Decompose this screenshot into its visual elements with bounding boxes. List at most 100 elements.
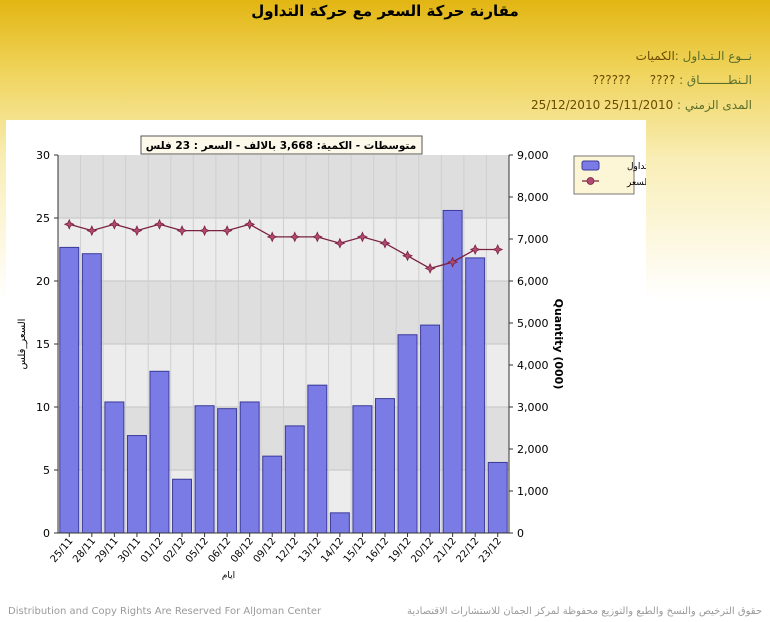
y-tick-right-label: 5,000 [517, 317, 549, 330]
price-marker [356, 231, 368, 243]
legend-bar-label: تداول [627, 162, 646, 172]
bar-volume [352, 405, 373, 534]
trade-type-row: نــوع الـتـداول :الكميات [636, 49, 752, 63]
period-row: المدى الزمني : 25/11/2010 25/12/2010 [531, 98, 752, 112]
price-marker [199, 225, 211, 237]
bar-volume [307, 384, 328, 534]
x-tick-label: 13/12 [297, 536, 324, 565]
y-tick-left-label: 20 [36, 275, 50, 288]
price-marker [108, 218, 120, 230]
price-line [69, 223, 498, 270]
page-title: مقارنة حركة السعر مع حركة التداول [251, 2, 519, 20]
price-marker [311, 231, 323, 243]
bar-volume [465, 257, 486, 534]
sector-label: الـنطــــــــاق : [679, 73, 752, 87]
x-tick-label: 30/11 [116, 536, 143, 565]
price-marker [469, 244, 481, 255]
y-tick-left-label: 30 [36, 149, 50, 162]
bar-volume [59, 246, 80, 534]
bar-volume [149, 370, 170, 534]
y-tick-right-label: 3,000 [517, 401, 549, 414]
x-tick-label: 12/12 [274, 536, 301, 565]
bar-volume [487, 461, 508, 534]
price-marker [176, 225, 188, 237]
trade-type-label: نــوع الـتـداول : [674, 49, 752, 63]
chart-title: متوسطات - الكمية: 3,668 بالالف - السعر :… [146, 140, 416, 152]
bar-volume [104, 401, 125, 534]
price-marker [379, 237, 391, 249]
y-axis-right-title: Quantity (000) [552, 299, 565, 390]
price-marker [221, 225, 233, 237]
y-tick-left-label: 10 [36, 401, 50, 414]
price-marker [266, 231, 278, 243]
legend-line-label: السعر [626, 178, 646, 188]
x-tick-label: 02/12 [161, 536, 188, 565]
y-axis-left-title: السعر_فلس [17, 319, 28, 370]
y-tick-left-label: 25 [36, 212, 50, 225]
x-tick-label: 20/12 [409, 536, 436, 565]
period-to: 25/12/2010 [531, 98, 601, 112]
sector-row: الـنطــــــــاق : ???? ?????? [592, 73, 752, 87]
price-marker [492, 244, 504, 255]
x-tick-label: 29/11 [94, 536, 121, 565]
price-marker [63, 218, 75, 230]
sector-value-1: ???? [649, 73, 676, 87]
x-tick-label: 22/12 [455, 536, 482, 565]
bar-volume [194, 405, 215, 534]
x-tick-label: 06/12 [206, 536, 233, 565]
y-tick-right-label: 7,000 [517, 233, 549, 246]
x-tick-label: 25/11 [49, 536, 76, 565]
x-axis-title: ايام [222, 571, 235, 581]
bar-volume [284, 425, 305, 534]
x-tick-label: 01/12 [139, 536, 166, 565]
footer-copyright-ar: حقوق الترخيص والنسخ والطبع والتوزيع محفو… [406, 606, 762, 617]
x-tick-label: 05/12 [184, 536, 211, 565]
x-tick-label: 15/12 [342, 536, 369, 565]
y-tick-right-label: 8,000 [517, 191, 549, 204]
y-tick-right-label: 9,000 [517, 149, 549, 162]
y-tick-right-label: 6,000 [517, 275, 549, 288]
price-marker [334, 237, 346, 249]
y-tick-left-label: 0 [43, 527, 50, 540]
price-marker [289, 231, 301, 243]
price-marker [86, 225, 98, 237]
price-marker [154, 218, 165, 230]
price-marker [244, 218, 256, 230]
chart-panel: 0 5 10 15 20 25 30 0 1,000 2,000 3,000 4,000 5,000 6,… [6, 120, 650, 600]
legend-bar-swatch [581, 160, 600, 171]
y-tick-left-label: 15 [36, 338, 50, 351]
trade-type-value: الكميات [635, 49, 675, 63]
x-tick-label: 08/12 [229, 536, 256, 565]
y-tick-right-label: 2,000 [517, 443, 549, 456]
y-tick-right-label: 1,000 [517, 485, 549, 498]
price-marker [402, 250, 413, 262]
x-tick-label: 19/12 [387, 536, 414, 565]
bar-volume [375, 398, 395, 534]
sector-value-2: ?????? [592, 73, 631, 87]
y-tick-right-label: 0 [517, 527, 524, 540]
bar-volume [262, 455, 283, 534]
period-from: 25/11/2010 [604, 98, 674, 112]
price-marker [424, 262, 436, 274]
footer-copyright-en: Distribution and Copy Rights Are Reserve… [8, 606, 322, 617]
x-tick-label: 21/12 [432, 536, 459, 565]
price-marker [131, 225, 143, 237]
price-volume-chart: 0 5 10 15 20 25 30 0 1,000 2,000 3,000 4,000 5,000 6,… [17, 135, 650, 581]
period-label: المدى الزمني : [677, 98, 752, 112]
bar-volume [217, 408, 238, 534]
y-tick-left-label: 5 [43, 464, 50, 477]
bar-volume [420, 324, 441, 534]
x-tick-label: 09/12 [252, 536, 279, 565]
bar-volume [126, 435, 147, 534]
chart-title-box [140, 135, 423, 155]
x-tick-label: 28/11 [71, 536, 98, 565]
price-marker [447, 256, 459, 268]
bar-volume [397, 334, 418, 534]
bar-volume [172, 478, 192, 534]
legend-line-marker [586, 177, 595, 185]
y-tick-right-label: 4,000 [517, 359, 549, 372]
x-tick-label: 23/12 [477, 536, 504, 565]
bar-volume [81, 253, 102, 534]
x-tick-label: 16/12 [364, 536, 391, 565]
bar-volume [329, 512, 350, 534]
